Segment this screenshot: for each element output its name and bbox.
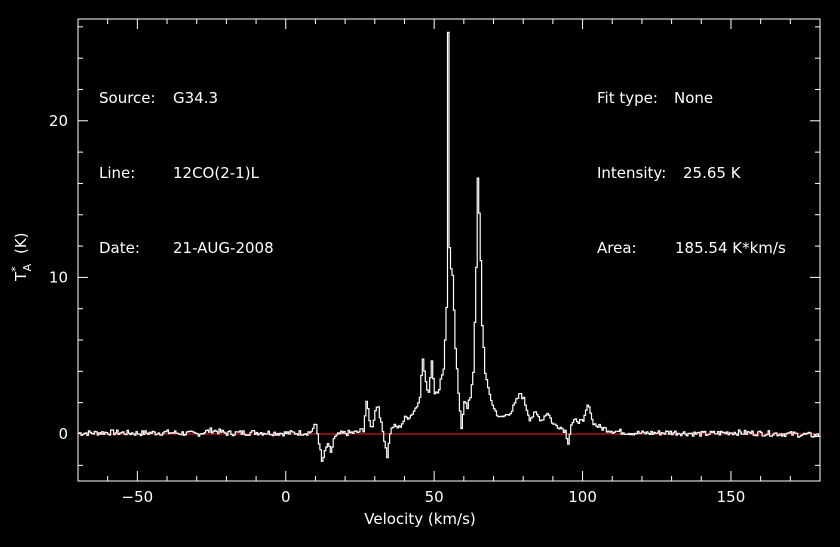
x-tick-label: 50 xyxy=(425,488,444,506)
intensity-label: Intensity: xyxy=(597,164,667,182)
y-tick-label: 10 xyxy=(49,268,68,286)
date-label: Date: xyxy=(99,239,140,257)
fit-label: Fit type: xyxy=(597,89,658,107)
x-axis-label: Velocity (km/s) xyxy=(364,510,476,528)
x-tick-label: −50 xyxy=(122,488,154,506)
axis-ticks xyxy=(77,19,821,481)
line-label: Line: xyxy=(99,164,136,182)
x-tick-label: 0 xyxy=(281,488,291,506)
source-label: Source: xyxy=(99,89,156,107)
x-tick-label: 150 xyxy=(717,488,746,506)
area-label: Area: xyxy=(597,239,637,257)
y-axis-label-unit: (K) xyxy=(12,232,30,255)
source-value: G34.3 xyxy=(173,89,219,107)
fit-value: None xyxy=(674,89,714,107)
info-block-left: Source: G34.3 Line: 12CO(2-1)L Date: 21-AUG… xyxy=(99,36,274,286)
spectrum-trace xyxy=(78,31,821,462)
intensity-value: 25.65 K xyxy=(683,164,741,182)
y-tick-label: 20 xyxy=(49,112,68,130)
y-axis-label-sub: A xyxy=(21,263,34,272)
axis-tick-labels: −50 0 50 100 150 0 10 20 xyxy=(49,112,745,506)
x-tick-label: 100 xyxy=(568,488,597,506)
y-axis-label: T*A (K) xyxy=(9,232,42,293)
y-tick-label: 0 xyxy=(58,425,68,443)
area-value: 185.54 K*km/s xyxy=(675,239,786,257)
date-value: 21-AUG-2008 xyxy=(173,239,274,257)
info-block-right: Fit type: None Intensity: 25.65 K Area: 185… xyxy=(597,36,786,286)
line-value: 12CO(2-1)L xyxy=(173,164,259,182)
plot-frame xyxy=(77,18,821,482)
y-axis-label-main: T xyxy=(12,271,30,281)
